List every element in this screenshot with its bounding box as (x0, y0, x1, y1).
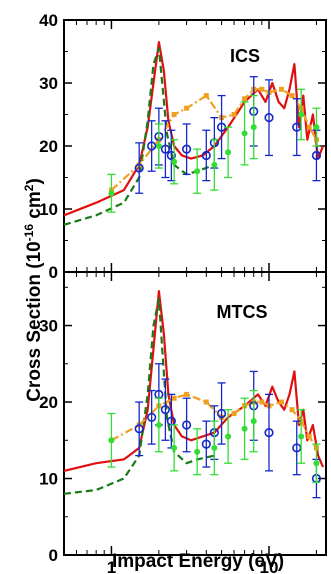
orange-marker (289, 93, 295, 99)
y-tick-label: 0 (49, 263, 58, 282)
series-line-green-dashed (64, 47, 215, 226)
blue-circle-point (201, 439, 211, 449)
series-line-orange-dashdot (110, 393, 318, 449)
green-point (313, 460, 320, 467)
orange-marker (171, 112, 177, 117)
green-point (171, 158, 178, 165)
orange-marker (231, 411, 237, 416)
series-line-red (64, 40, 325, 217)
y-tick-label: 10 (39, 470, 58, 489)
x-axis-label: Impact Energy (eV) (112, 551, 284, 572)
orange-marker (184, 391, 190, 397)
green-point (194, 448, 201, 455)
green-point (108, 437, 115, 444)
blue-circle-point (147, 412, 157, 422)
y-tick-label: 10 (39, 200, 58, 219)
y-axis-label: Cross Section (10-16 cm2) (22, 178, 45, 402)
orange-marker (306, 433, 312, 439)
y-tick-label: 40 (39, 11, 58, 30)
x-tick-label: 10 (260, 558, 279, 574)
green-point (250, 418, 257, 425)
blue-circle-point (147, 141, 157, 151)
orange-marker (306, 124, 312, 130)
orange-marker (184, 105, 190, 111)
orange-marker (231, 112, 237, 117)
orange-marker (203, 93, 209, 99)
panel-annotation: MTCS (217, 302, 268, 322)
green-point (225, 149, 232, 156)
blue-circle-point (160, 144, 170, 154)
y-tick-label: 0 (49, 546, 58, 565)
panel-annotation: ICS (230, 46, 260, 66)
panel-ics: 0 10 20 30 40 ICS (39, 11, 327, 282)
data-layer (64, 290, 325, 499)
y-tick-label: 30 (39, 317, 58, 336)
panel-mtcs: 0 10 20 30 1 10 MTCS (39, 271, 327, 574)
blue-circle-point (264, 428, 274, 438)
orange-marker (259, 86, 265, 92)
green-point (194, 168, 201, 175)
blue-circle-point (182, 420, 192, 430)
x-tick-label: 1 (107, 558, 116, 574)
series-line-red (64, 290, 325, 472)
y-tick-label: 30 (39, 74, 58, 93)
green-point (155, 421, 162, 428)
green-point (241, 130, 248, 137)
green-point (211, 161, 218, 168)
green-point (225, 433, 232, 440)
green-point (171, 444, 178, 451)
orange-marker (259, 399, 265, 405)
y-tick-label: 20 (39, 393, 58, 412)
blue-circle-point (134, 163, 144, 173)
orange-marker (289, 407, 295, 413)
blue-circle-point (160, 405, 170, 415)
plot-frame (63, 19, 327, 273)
series-line-green-dashed (64, 297, 215, 495)
green-point (313, 124, 320, 131)
blue-circle-point (216, 408, 227, 419)
data-layer (64, 40, 325, 226)
green-point (298, 433, 305, 440)
green-point (155, 143, 162, 149)
blue-circle-point (264, 113, 274, 123)
green-point (241, 425, 248, 432)
plot-frame (63, 271, 327, 556)
green-point (108, 190, 115, 197)
y-tick-label: 20 (39, 137, 58, 156)
orange-marker (278, 399, 284, 405)
blue-circle-point (201, 150, 211, 161)
blue-circle-point (134, 424, 144, 434)
green-point (250, 124, 257, 131)
orange-marker (171, 395, 177, 401)
blue-circle-point (182, 144, 192, 154)
green-point (298, 111, 305, 118)
orange-marker (278, 86, 284, 92)
orange-marker (203, 399, 209, 405)
blue-circle-point (166, 150, 176, 161)
green-point (211, 444, 218, 451)
orange-marker (242, 96, 248, 102)
blue-circle-point (311, 150, 322, 161)
